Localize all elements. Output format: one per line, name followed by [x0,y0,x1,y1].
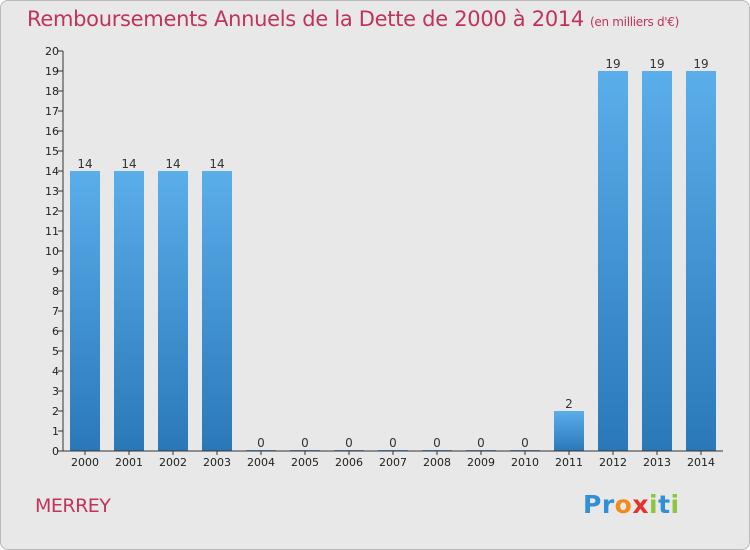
bar-2000 [70,171,100,451]
bar-2013 [642,71,672,451]
x-tick-2002: 2002 [159,456,187,469]
data-label-2009: 0 [477,436,485,450]
data-label-2006: 0 [345,436,353,450]
data-label-2001: 14 [121,157,136,171]
y-tick-6: 6 [52,325,59,338]
y-tick-20: 20 [45,45,59,58]
y-tick-0: 0 [52,445,59,458]
data-label-2003: 14 [209,157,224,171]
y-tick-7: 7 [52,305,59,318]
y-tick-8: 8 [52,285,59,298]
x-tick-2009: 2009 [467,456,495,469]
data-label-2012: 19 [605,57,620,71]
y-tick-18: 18 [45,85,59,98]
y-tick-12: 12 [45,205,59,218]
proxiti-logo: Proxiti [583,490,680,519]
logo-letter: r [601,490,615,519]
x-tick-2001: 2001 [115,456,143,469]
y-tick-15: 15 [45,145,59,158]
x-tick-2003: 2003 [203,456,231,469]
bar-2012 [598,71,628,451]
x-tick-2007: 2007 [379,456,407,469]
x-tick-2011: 2011 [555,456,583,469]
x-tick-2010: 2010 [511,456,539,469]
logo-letter: i [670,490,680,519]
bars-group: 14 14 14 14 0 0 0 0 0 0 0 2 19 19 19 [70,57,716,451]
data-label-2005: 0 [301,436,309,450]
y-tick-1: 1 [52,425,59,438]
data-label-2000: 14 [77,157,92,171]
y-tick-17: 17 [45,105,59,118]
x-tick-2000: 2000 [71,456,99,469]
logo-letter: P [583,490,602,519]
logo-letter: t [658,490,671,519]
y-tick-10: 10 [45,245,59,258]
x-tick-2005: 2005 [291,456,319,469]
y-tick-9: 9 [52,265,59,278]
data-label-2014: 19 [693,57,708,71]
y-tick-13: 13 [45,185,59,198]
bar-2001 [114,171,144,451]
bar-2003 [202,171,232,451]
data-label-2007: 0 [389,436,397,450]
y-tick-16: 16 [45,125,59,138]
title-unit: (en milliers d'€) [590,15,680,29]
x-tick-2014: 2014 [687,456,715,469]
chart-title: Remboursements Annuels de la Dette de 20… [27,7,679,37]
bar-2002 [158,171,188,451]
y-tick-4: 4 [52,365,59,378]
x-tick-2004: 2004 [247,456,275,469]
data-label-2004: 0 [257,436,265,450]
bar-2011 [554,411,584,451]
y-tick-14: 14 [45,165,59,178]
logo-letter: x [632,490,649,519]
data-label-2013: 19 [649,57,664,71]
x-tick-2008: 2008 [423,456,451,469]
commune-name: MERREY [35,495,111,517]
y-tick-5: 5 [52,345,59,358]
x-tick-2012: 2012 [599,456,627,469]
logo-letter: i [649,490,659,519]
x-tick-2006: 2006 [335,456,363,469]
bar-2014 [686,71,716,451]
data-label-2002: 14 [165,157,180,171]
data-label-2011: 2 [565,397,573,411]
logo-letter: o [614,490,633,519]
title-text: Remboursements Annuels de la Dette de 20… [27,7,584,31]
x-tick-2013: 2013 [643,456,671,469]
y-tick-3: 3 [52,385,59,398]
data-label-2010: 0 [521,436,529,450]
y-tick-11: 11 [45,225,59,238]
data-label-2008: 0 [433,436,441,450]
y-tick-2: 2 [52,405,59,418]
y-tick-19: 19 [45,65,59,78]
axes-group: 2000 2001 2002 2003 2004 2005 2006 2007 2008 2009… [45,45,723,469]
